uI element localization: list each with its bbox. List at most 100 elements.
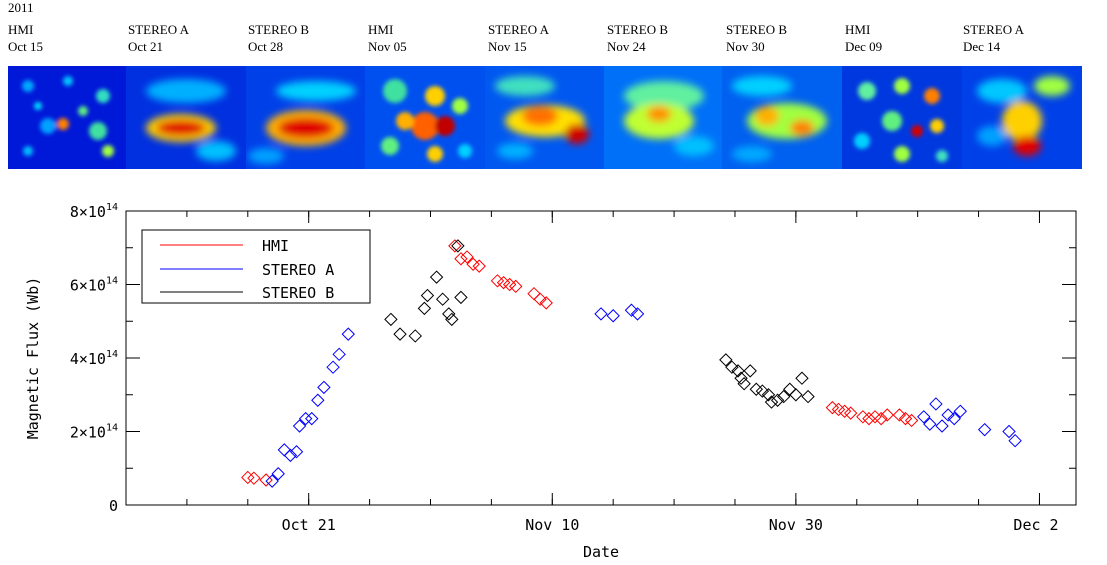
magnetogram-image bbox=[604, 66, 724, 169]
y-tick-label: 8×1014 bbox=[70, 202, 118, 221]
data-point bbox=[935, 419, 949, 433]
data-point bbox=[442, 307, 456, 321]
data-point bbox=[384, 312, 398, 327]
data-point bbox=[539, 296, 553, 310]
data-point bbox=[292, 419, 307, 433]
data-point bbox=[761, 388, 776, 402]
x-tick-label: Nov 10 bbox=[525, 516, 579, 534]
panel-date: Oct 28 bbox=[248, 39, 284, 54]
data-point bbox=[277, 443, 292, 457]
data-point bbox=[755, 384, 770, 398]
data-point bbox=[496, 275, 511, 290]
panel-instrument: STEREO B bbox=[726, 22, 788, 37]
legend-box bbox=[141, 229, 371, 304]
data-point bbox=[801, 389, 815, 404]
data-point bbox=[868, 410, 882, 424]
data-point bbox=[454, 252, 468, 266]
panel-date: Nov 24 bbox=[607, 39, 646, 54]
data-point bbox=[326, 360, 340, 374]
data-point bbox=[265, 474, 279, 488]
data-point bbox=[917, 410, 931, 424]
data-point bbox=[776, 389, 791, 404]
data-point bbox=[305, 411, 319, 426]
data-point bbox=[527, 286, 541, 301]
panel-date: Nov 05 bbox=[368, 39, 407, 54]
panel-date: Oct 21 bbox=[128, 39, 164, 54]
data-point bbox=[241, 470, 255, 485]
magnetogram-image bbox=[962, 66, 1082, 169]
magnetogram-image bbox=[8, 66, 128, 169]
data-point bbox=[393, 327, 407, 341]
data-point bbox=[509, 279, 523, 294]
panel-label: HMI Nov 05 bbox=[368, 21, 407, 55]
panel-instrument: STEREO A bbox=[488, 22, 550, 37]
data-point bbox=[1002, 424, 1016, 439]
data-point bbox=[904, 413, 919, 428]
data-point bbox=[737, 377, 751, 391]
data-point bbox=[533, 292, 547, 306]
data-point bbox=[247, 471, 261, 485]
panel-date: Nov 30 bbox=[726, 39, 765, 54]
data-point bbox=[472, 259, 486, 273]
panel-label: STEREO B Oct 28 bbox=[248, 21, 309, 55]
data-point bbox=[734, 371, 748, 385]
data-point bbox=[454, 290, 468, 305]
data-point bbox=[749, 382, 763, 396]
data-point bbox=[341, 327, 355, 341]
panel-instrument: STEREO B bbox=[607, 22, 669, 37]
y-tick-label: 2×1014 bbox=[70, 423, 118, 442]
data-point bbox=[271, 467, 285, 481]
data-point bbox=[317, 380, 331, 395]
y-axis-label: Magnetic Flux (Wb) bbox=[24, 277, 42, 440]
panel-instrument: STEREO B bbox=[248, 22, 310, 37]
legend-label-hmi: HMI bbox=[262, 237, 289, 255]
panel-label: STEREO B Nov 24 bbox=[607, 21, 668, 55]
data-point bbox=[783, 382, 797, 396]
magnetogram-image bbox=[246, 66, 366, 169]
data-point bbox=[420, 288, 435, 303]
data-point bbox=[502, 277, 517, 292]
panel-date: Nov 15 bbox=[488, 39, 527, 54]
data-point bbox=[283, 448, 298, 463]
magnetogram-image bbox=[126, 66, 246, 169]
data-point bbox=[923, 417, 937, 431]
data-point bbox=[417, 301, 432, 316]
data-point bbox=[892, 408, 907, 422]
panel-instrument: STEREO A bbox=[128, 22, 190, 37]
data-point bbox=[862, 411, 876, 426]
data-point bbox=[460, 250, 474, 264]
data-point bbox=[445, 312, 459, 327]
data-point bbox=[725, 360, 739, 374]
data-point bbox=[594, 307, 608, 321]
data-point bbox=[429, 270, 444, 284]
panel-instrument: STEREO A bbox=[963, 22, 1025, 37]
data-point bbox=[435, 292, 450, 306]
legend-label-stereo-b: STEREO B bbox=[262, 284, 334, 302]
data-point bbox=[311, 393, 325, 407]
data-point bbox=[831, 402, 846, 417]
y-tick-label: 4×1014 bbox=[70, 349, 118, 368]
data-point bbox=[874, 411, 888, 426]
panel-label: STEREO B Nov 30 bbox=[726, 21, 787, 55]
panel-label: STEREO A Nov 15 bbox=[488, 21, 549, 55]
x-tick-label: Oct 21 bbox=[282, 516, 336, 534]
data-point bbox=[929, 397, 943, 411]
legend-label-stereo-a: STEREO A bbox=[262, 261, 334, 279]
x-axis-label: Date bbox=[583, 543, 619, 561]
data-point bbox=[408, 329, 422, 343]
x-tick-label: Dec 2 bbox=[1013, 516, 1058, 534]
data-point bbox=[947, 411, 961, 426]
data-point bbox=[259, 473, 273, 487]
magnetogram-image bbox=[365, 66, 485, 169]
data-point bbox=[764, 395, 779, 409]
data-point bbox=[795, 371, 809, 385]
panel-label: STEREO A Dec 14 bbox=[963, 21, 1024, 55]
data-point bbox=[624, 303, 639, 317]
y-tick-label: 0 bbox=[109, 497, 118, 515]
magnetogram-image bbox=[842, 66, 962, 169]
panel-label: HMI Oct 15 bbox=[8, 21, 43, 55]
y-tick-label: 6×1014 bbox=[70, 276, 118, 295]
data-point bbox=[490, 274, 505, 288]
data-point bbox=[941, 408, 955, 422]
data-point bbox=[332, 347, 346, 362]
